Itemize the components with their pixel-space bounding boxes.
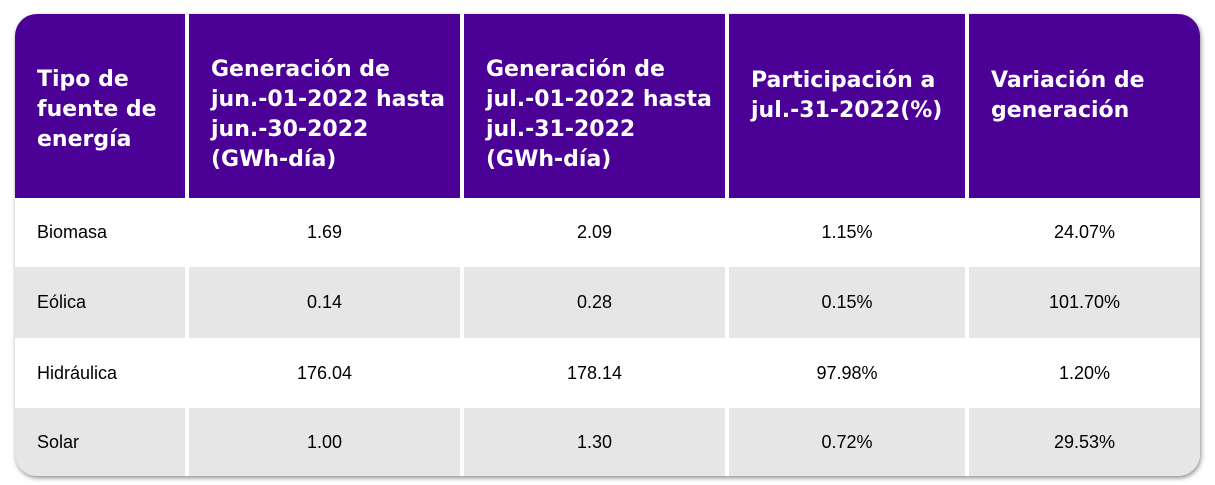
table-body: Biomasa 1.69 2.09 1.15% 24.07% Eólica 0.… [15, 198, 1200, 476]
july-generation-cell: 2.09 [462, 198, 727, 267]
energy-source-cell: Hidráulica [15, 338, 187, 408]
table-header: Tipo de fuente de energía Generación de … [15, 14, 1200, 198]
july-generation-cell: 1.30 [462, 408, 727, 476]
june-generation-cell: 1.69 [187, 198, 462, 267]
table-row: Hidráulica 176.04 178.14 97.98% 1.20% [15, 338, 1200, 408]
header-participation: Participación a jul.-31-2022(%) [727, 14, 967, 198]
energy-source-cell: Eólica [15, 267, 187, 338]
variation-cell: 24.07% [967, 198, 1200, 267]
energy-generation-table: Tipo de fuente de energía Generación de … [15, 14, 1200, 476]
variation-cell: 101.70% [967, 267, 1200, 338]
table-row: Biomasa 1.69 2.09 1.15% 24.07% [15, 198, 1200, 267]
header-row: Tipo de fuente de energía Generación de … [15, 14, 1200, 198]
june-generation-cell: 176.04 [187, 338, 462, 408]
header-energy-source-type: Tipo de fuente de energía [15, 14, 187, 198]
variation-cell: 1.20% [967, 338, 1200, 408]
header-june-generation: Generación de jun.-01-2022 hasta jun.-30… [187, 14, 462, 198]
participation-cell: 1.15% [727, 198, 967, 267]
july-generation-cell: 0.28 [462, 267, 727, 338]
energy-source-cell: Solar [15, 408, 187, 476]
header-july-generation: Generación de jul.-01-2022 hasta jul.-31… [462, 14, 727, 198]
table-row: Eólica 0.14 0.28 0.15% 101.70% [15, 267, 1200, 338]
participation-cell: 97.98% [727, 338, 967, 408]
header-generation-variation: Variación de generación [967, 14, 1200, 198]
june-generation-cell: 0.14 [187, 267, 462, 338]
energy-generation-table-container: Tipo de fuente de energía Generación de … [15, 14, 1200, 476]
july-generation-cell: 178.14 [462, 338, 727, 408]
energy-source-cell: Biomasa [15, 198, 187, 267]
table-row: Solar 1.00 1.30 0.72% 29.53% [15, 408, 1200, 476]
june-generation-cell: 1.00 [187, 408, 462, 476]
variation-cell: 29.53% [967, 408, 1200, 476]
participation-cell: 0.15% [727, 267, 967, 338]
participation-cell: 0.72% [727, 408, 967, 476]
